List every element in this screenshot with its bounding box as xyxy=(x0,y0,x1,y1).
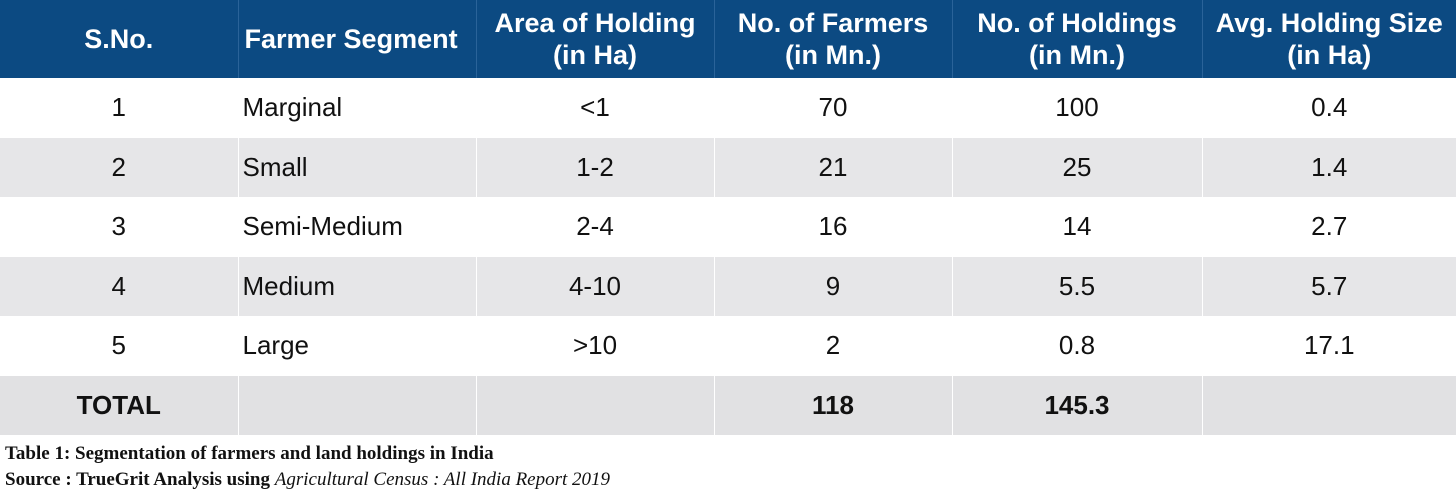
table-header: S.No. Farmer Segment Area of Holding (in … xyxy=(0,0,1456,78)
cell-avg: 5.7 xyxy=(1311,270,1348,301)
cell-holdings: 25 xyxy=(952,137,1203,197)
total-segment xyxy=(238,375,477,435)
header-sno: S.No. xyxy=(0,0,239,78)
segmentation-table-container: S.No. Farmer Segment Area of Holding (in … xyxy=(0,0,1456,435)
cell-area: >10 xyxy=(476,316,715,376)
header-no-of-holdings: No. of Holdings (in Mn.) xyxy=(952,0,1203,78)
source-title: Agricultural Census : All India Report 2… xyxy=(274,469,611,490)
cell-holdings: 5.5 xyxy=(952,256,1203,316)
cell-avg: 17.1 xyxy=(1303,330,1355,361)
cell-avg: 1.4 xyxy=(1311,151,1348,182)
total-label: TOTAL xyxy=(0,375,239,435)
cell-avg: 2.7 xyxy=(1311,211,1348,242)
cell-holdings: 0.8 xyxy=(952,316,1203,376)
header-row: S.No. Farmer Segment Area of Holding (in … xyxy=(0,0,1456,78)
table-row: 5 Large >10 2 0.8 17.1 xyxy=(0,316,1456,376)
cell-segment: Medium xyxy=(238,256,477,316)
total-holdings: 145.3 xyxy=(952,375,1203,435)
cell-farmers: 70 xyxy=(714,78,953,138)
table-row: 4 Medium 4-10 9 5.5 5.7 xyxy=(0,256,1456,316)
total-farmers: 118 xyxy=(714,375,953,435)
cell-segment: Marginal xyxy=(238,78,477,138)
source-caption: Source : TrueGrit Analysis using Agricul… xyxy=(5,469,610,491)
header-farmer-segment: Farmer Segment xyxy=(238,0,477,78)
cell-farmers: 9 xyxy=(714,256,953,316)
segmentation-table: S.No. Farmer Segment Area of Holding (in … xyxy=(0,0,1456,435)
table-body: 1 Marginal <1 70 100 0.4 2 Small 1-2 21 … xyxy=(0,78,1456,376)
table-row: 2 Small 1-2 21 25 1.4 xyxy=(0,137,1456,197)
table-row: 3 Semi-Medium 2-4 16 14 2.7 xyxy=(0,197,1456,257)
cell-sno: 5 xyxy=(0,316,239,376)
cell-holdings: 14 xyxy=(952,197,1203,257)
cell-sno: 3 xyxy=(0,197,239,257)
cell-area: 1-2 xyxy=(476,137,715,197)
table-caption: Table 1: Segmentation of farmers and lan… xyxy=(5,443,494,464)
cell-segment: Semi-Medium xyxy=(238,197,477,257)
cell-sno: 4 xyxy=(0,256,239,316)
cell-farmers: 21 xyxy=(714,137,953,197)
cell-segment: Large xyxy=(238,316,477,376)
cell-sno: 2 xyxy=(0,137,239,197)
cell-area: 4-10 xyxy=(476,256,715,316)
cell-segment: Small xyxy=(238,137,477,197)
header-no-of-farmers: No. of Farmers (in Mn.) xyxy=(714,0,953,78)
cell-farmers: 16 xyxy=(714,197,953,257)
total-row: TOTAL 118 145.3 xyxy=(0,375,1456,435)
total-area xyxy=(476,375,715,435)
cell-area: <1 xyxy=(476,78,715,138)
table-row: 1 Marginal <1 70 100 0.4 xyxy=(0,78,1456,138)
source-prefix: Source : TrueGrit Analysis using xyxy=(5,469,275,490)
cell-avg: 0.4 xyxy=(1311,92,1348,123)
total-avg xyxy=(1202,376,1456,435)
header-area-of-holding: Area of Holding (in Ha) xyxy=(476,0,715,78)
header-avg-holding-size: Avg. Holding Size (in Ha) xyxy=(1215,8,1443,70)
cell-holdings: 100 xyxy=(952,78,1203,138)
cell-area: 2-4 xyxy=(476,197,715,257)
cell-sno: 1 xyxy=(0,78,239,138)
table-footer: TOTAL 118 145.3 xyxy=(0,375,1456,435)
cell-farmers: 2 xyxy=(714,316,953,376)
